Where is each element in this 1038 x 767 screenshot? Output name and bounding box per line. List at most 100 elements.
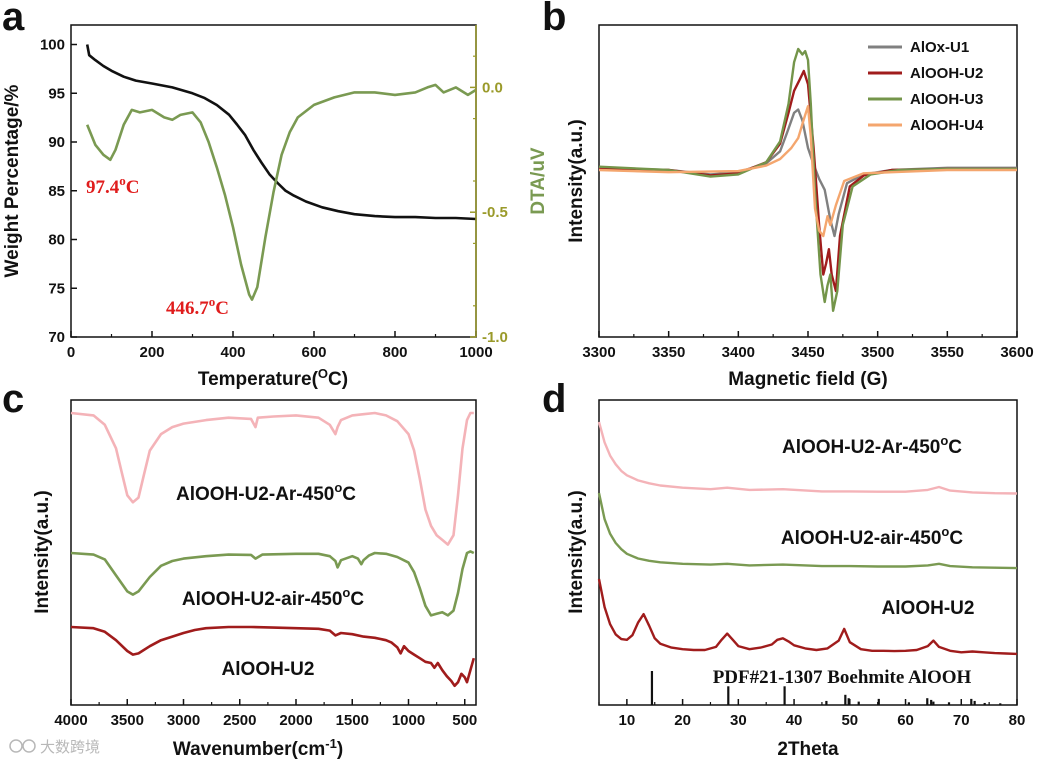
x-tick-label: 2500 xyxy=(223,712,256,729)
x-tick-label: 20 xyxy=(674,712,691,729)
x-tick-label: 10 xyxy=(619,712,636,729)
series-line-alooh-u4 xyxy=(598,105,1017,238)
y-axis-label-b: Intensity(a.u.) xyxy=(566,119,587,243)
x-tick-label: 2000 xyxy=(279,712,312,729)
series-line-alooh-u2-air-450 xyxy=(597,492,1018,570)
y-tick-label: 80 xyxy=(48,232,65,249)
x-tick-label: 3550 xyxy=(931,344,964,361)
x-tick-label: 3500 xyxy=(111,712,144,729)
x-tick-label: 500 xyxy=(452,712,477,729)
x-tick-label: 50 xyxy=(841,712,858,729)
series-line-alooh-u2-ar-450 xyxy=(70,411,474,546)
curve-label-alooh-u2-ar-450: AlOOH-U2-Ar-450oC xyxy=(176,480,356,505)
x-axis-label-b: Magnetic field (G) xyxy=(728,369,887,390)
panel-label-b: b xyxy=(542,0,566,39)
reference-label: PDF#21-1307 Boehmite AlOOH xyxy=(713,667,972,688)
plot-frame-d xyxy=(598,399,1018,706)
x-ticks-c: 4000 3500 3000 2500 2000 1500 1000 500 xyxy=(54,699,477,729)
series-line-alooh-u2-ar-450 xyxy=(597,421,1018,495)
y-tick-label: 85 xyxy=(48,183,65,200)
curve-labels-d: AlOOH-U2-Ar-450oC AlOOH-U2-air-450oC AlOOH… xyxy=(781,433,975,619)
x-tick-label: 1000 xyxy=(459,344,492,361)
reference-peaks-d xyxy=(650,671,1002,705)
x-tick-label: 1500 xyxy=(336,712,369,729)
y-axis-label-c: Intensity(a.u.) xyxy=(32,490,53,614)
y-ticks-a: 70 75 80 85 90 95 100 xyxy=(40,37,77,346)
panel-a: 0 200 400 600 800 1000 70 75 80 85 90 95 100 -1.0 -0… xyxy=(2,24,549,390)
legend-label-alooh-u3: AlOOH-U3 xyxy=(910,91,983,108)
watermark-icon xyxy=(9,739,23,753)
x-ticks-d: 10 20 30 40 50 60 70 80 xyxy=(598,699,1026,729)
y-tick-label: 70 xyxy=(48,329,65,346)
x-tick-label: 400 xyxy=(220,344,245,361)
x-tick-label: 600 xyxy=(301,344,326,361)
panel-label-c: c xyxy=(2,377,24,421)
series-line-weight-percentage xyxy=(85,44,477,221)
series-line-alooh-u2 xyxy=(597,578,1018,656)
legend-label-alooh-u4: AlOOH-U4 xyxy=(910,117,984,134)
x-tick-label: 3600 xyxy=(1000,344,1033,361)
x-tick-label: 3400 xyxy=(722,344,755,361)
x-ticks-b: 3300 3350 3400 3450 3500 3550 3600 xyxy=(582,331,1034,361)
y-tick-label: 90 xyxy=(48,134,65,151)
legend-label-alooh-u2: AlOOH-U2 xyxy=(910,65,983,82)
x-tick-label: 40 xyxy=(786,712,803,729)
y-axis-label-d: Intensity(a.u.) xyxy=(566,490,587,614)
curve-label-alooh-u2: AlOOH-U2 xyxy=(882,598,975,619)
y-tick-label: 95 xyxy=(48,85,65,102)
series-line-alooh-u2 xyxy=(70,625,476,688)
panel-label-a: a xyxy=(2,0,25,39)
x-tick-label: 4000 xyxy=(54,712,87,729)
legend-b: AlOx-U1 AlOOH-U2 AlOOH-U3 AlOOH-U4 xyxy=(868,39,984,134)
curve-label-alooh-u2: AlOOH-U2 xyxy=(222,659,315,680)
series-b xyxy=(598,47,1017,312)
panel-d: 10 20 30 40 50 60 70 80 AlOOH-U2-Ar-450oCAlOOH-… xyxy=(566,399,1026,760)
x-axis-label-c: Wavenumber(cm-1) xyxy=(173,736,343,760)
watermark-text: 大数跨境 xyxy=(40,738,100,756)
x-tick-label: 3450 xyxy=(791,344,824,361)
y2-ticks-a: -1.0 -0.5 0.0 xyxy=(470,55,508,346)
x-tick-label: 3500 xyxy=(861,344,894,361)
x-tick-label: 60 xyxy=(897,712,914,729)
watermark: 大数跨境 xyxy=(9,738,100,756)
x-ticks-a: 0 200 400 600 800 1000 xyxy=(67,331,493,361)
annotation-446-7: 446.7oC xyxy=(166,294,229,319)
legend-label-alox-u1: AlOx-U1 xyxy=(910,39,969,56)
x-tick-label: 70 xyxy=(953,712,970,729)
x-axis-label-d: 2Theta xyxy=(777,739,839,760)
x-tick-label: 3000 xyxy=(167,712,200,729)
series-line-alooh-u2-air-450 xyxy=(70,550,475,617)
plot-frame-c xyxy=(70,399,477,706)
annotation-97-4: 97.4oC xyxy=(86,173,139,198)
x-tick-label: 200 xyxy=(139,344,164,361)
y-tick-label: 75 xyxy=(48,280,65,297)
series-line-dta xyxy=(85,83,477,301)
series-c xyxy=(70,411,476,688)
y-tick-label: 100 xyxy=(40,37,65,54)
curve-label-alooh-u2-air-450: AlOOH-U2-air-450oC xyxy=(781,524,963,549)
curve-label-alooh-u2-ar-450: AlOOH-U2-Ar-450oC xyxy=(782,433,962,458)
x-tick-label: 0 xyxy=(67,344,75,361)
x-tick-label: 1000 xyxy=(392,712,425,729)
watermark-icon-2 xyxy=(22,739,36,753)
y-axis-label-a: Weight Percentage/% xyxy=(2,84,23,277)
x-axis-label-a: Temperature(OC) xyxy=(198,366,348,390)
curve-label-alooh-u2-air-450: AlOOH-U2-air-450oC xyxy=(182,585,364,610)
y2-tick-label: -1.0 xyxy=(482,329,508,346)
series-d xyxy=(597,421,1018,656)
x-tick-label: 800 xyxy=(382,344,407,361)
x-tick-label: 80 xyxy=(1009,712,1026,729)
panel-b: 3300 3350 3400 3450 3500 3550 3600 AlOx-U1 AlOO… xyxy=(566,24,1034,390)
x-tick-label: 30 xyxy=(730,712,747,729)
y2-tick-label: -0.5 xyxy=(482,204,508,221)
x-tick-label: 3350 xyxy=(652,344,685,361)
y2-axis-label-a: DTA/uV xyxy=(528,147,549,215)
curve-labels-c: AlOOH-U2-Ar-450oC AlOOH-U2-air-450oC AlOOH… xyxy=(176,480,364,680)
series-line-alooh-u3 xyxy=(598,47,1017,312)
series-a xyxy=(85,44,477,301)
x-tick-label: 3300 xyxy=(582,344,615,361)
panel-label-d: d xyxy=(542,377,566,421)
y2-tick-label: 0.0 xyxy=(482,79,503,96)
panel-c: 4000 3500 3000 2500 2000 1500 1000 500 AlOOH-U2… xyxy=(32,399,477,760)
